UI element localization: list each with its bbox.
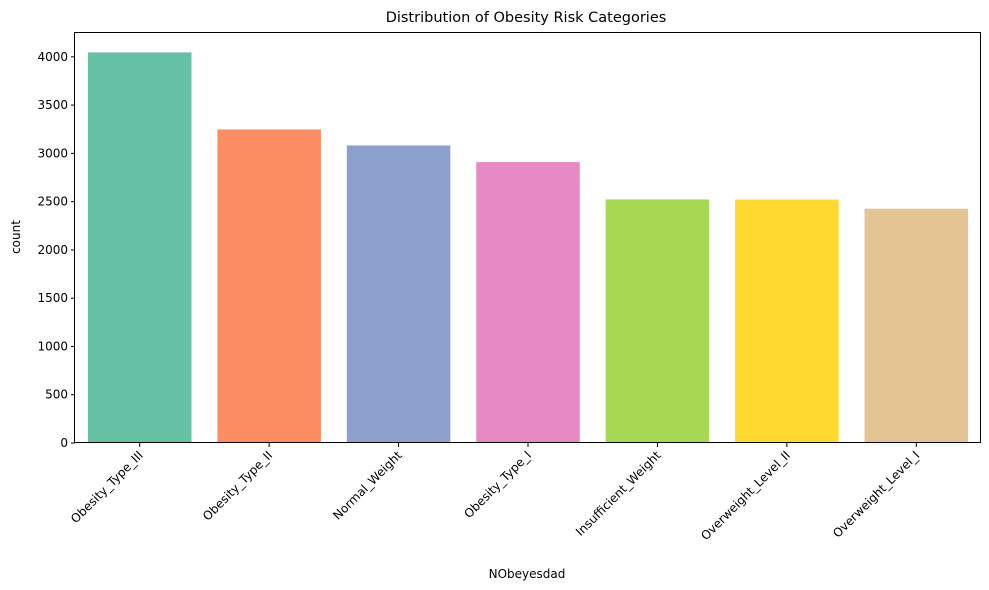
bar-obesity-type-ii	[217, 129, 321, 443]
y-tick-label: 3000	[37, 146, 68, 160]
y-tick-label: 2000	[37, 243, 68, 257]
bar-obesity-type-i	[476, 162, 580, 443]
y-axis-ticks: 0 500 1000 1500 2000 2500 3000 3500 4000	[37, 50, 75, 450]
chart-title: Distribution of Obesity Risk Categories	[386, 10, 667, 26]
plot-frame	[74, 32, 981, 443]
y-tick-label: 500	[45, 388, 68, 402]
bar-normal-weight	[346, 145, 451, 443]
bar-insufficient-weight	[605, 199, 710, 443]
y-axis-label: count	[9, 220, 23, 254]
bar-obesity-type-iii	[87, 52, 192, 444]
bar-overweight-level-i	[864, 208, 969, 443]
y-tick-label: 1500	[37, 291, 68, 305]
bars	[87, 52, 969, 444]
x-axis-label: NObeyesdad	[489, 567, 566, 581]
y-tick-label: 2500	[37, 195, 68, 209]
y-tick-label: 0	[60, 436, 68, 450]
y-tick-label: 4000	[37, 50, 68, 64]
bar-overweight-level-ii	[735, 199, 839, 443]
y-tick-label: 3500	[37, 98, 68, 112]
y-tick-label: 1000	[37, 339, 68, 353]
